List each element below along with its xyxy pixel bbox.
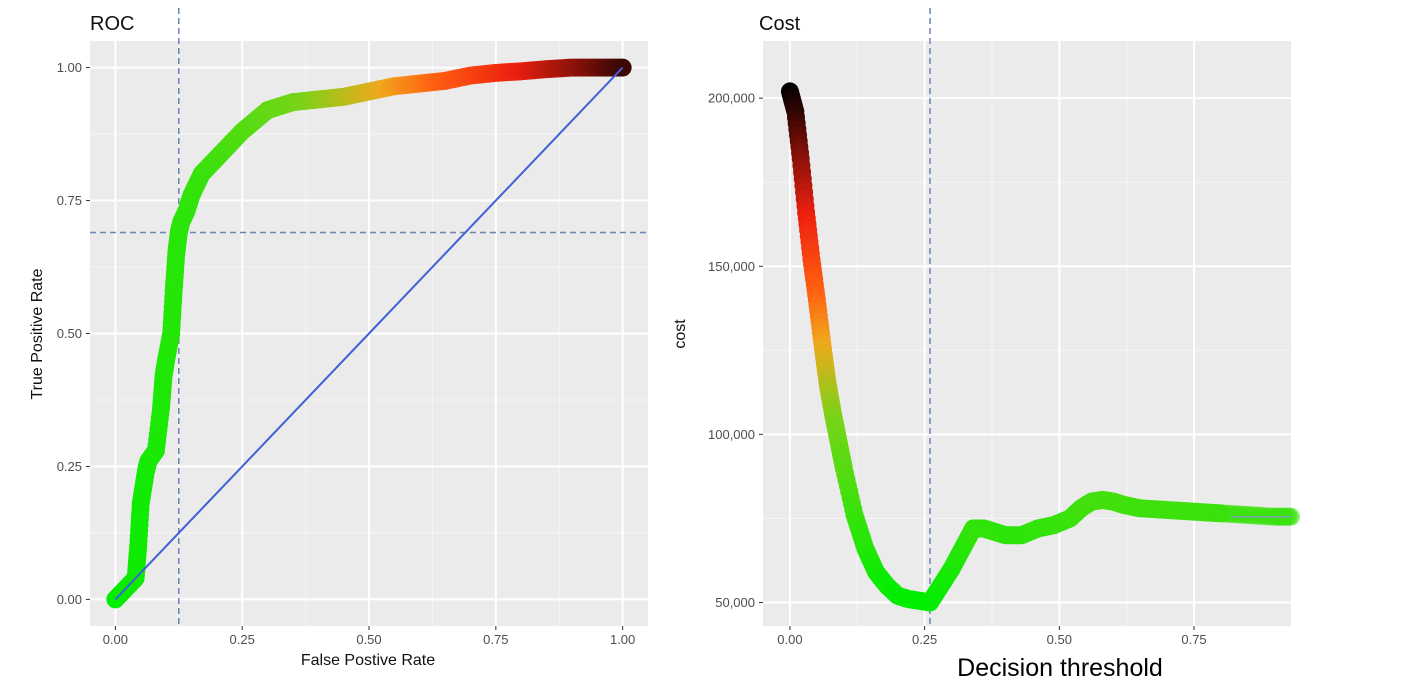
roc-panel: ROC 0.00 0.25 0.50 0.75 1.00 0.00 0.25 0.50 0.7… (29, 8, 648, 669)
y-tick-label: 150,000 (708, 259, 755, 274)
x-tick-label: 0.50 (356, 632, 381, 647)
cost-y-tick-labels: 50,000 100,000 150,000 200,000 (708, 91, 763, 610)
cost-title: Cost (759, 13, 801, 35)
y-tick-label: 0.25 (57, 459, 82, 474)
x-tick-label: 0.75 (483, 632, 508, 647)
roc-title: ROC (90, 13, 134, 35)
x-tick-label: 0.00 (777, 632, 802, 647)
roc-diagonal-line (114, 66, 624, 601)
cost-x-tick-labels: 0.00 0.25 0.50 0.75 (777, 626, 1207, 647)
roc-x-tick-labels: 0.00 0.25 0.50 0.75 1.00 (103, 626, 635, 647)
x-tick-label: 1.00 (610, 632, 635, 647)
x-tick-label: 0.25 (912, 632, 937, 647)
y-tick-label: 200,000 (708, 91, 755, 106)
x-tick-label: 0.00 (103, 632, 128, 647)
y-tick-label: 0.50 (57, 326, 82, 341)
roc-x-axis-title: False Postive Rate (301, 652, 435, 669)
cost-curve (780, 82, 1300, 612)
x-tick-label: 0.25 (230, 632, 255, 647)
roc-y-tick-labels: 0.00 0.25 0.50 0.75 1.00 (57, 60, 90, 607)
y-tick-label: 50,000 (715, 595, 755, 610)
cost-panel: Cost 0.00 0.25 0.50 0.75 50,000 100,000 150,0… (672, 8, 1300, 682)
y-tick-label: 1.00 (57, 60, 82, 75)
y-tick-label: 100,000 (708, 427, 755, 442)
cost-y-axis-title: cost (672, 319, 689, 349)
roc-y-axis-title: True Positive Rate (29, 268, 46, 399)
x-tick-label: 0.75 (1181, 632, 1206, 647)
y-tick-label: 0.75 (57, 193, 82, 208)
cost-x-axis-title: Decision threshold (957, 654, 1163, 682)
y-tick-label: 0.00 (57, 592, 82, 607)
roc-curve (106, 58, 632, 609)
x-tick-label: 0.50 (1047, 632, 1072, 647)
